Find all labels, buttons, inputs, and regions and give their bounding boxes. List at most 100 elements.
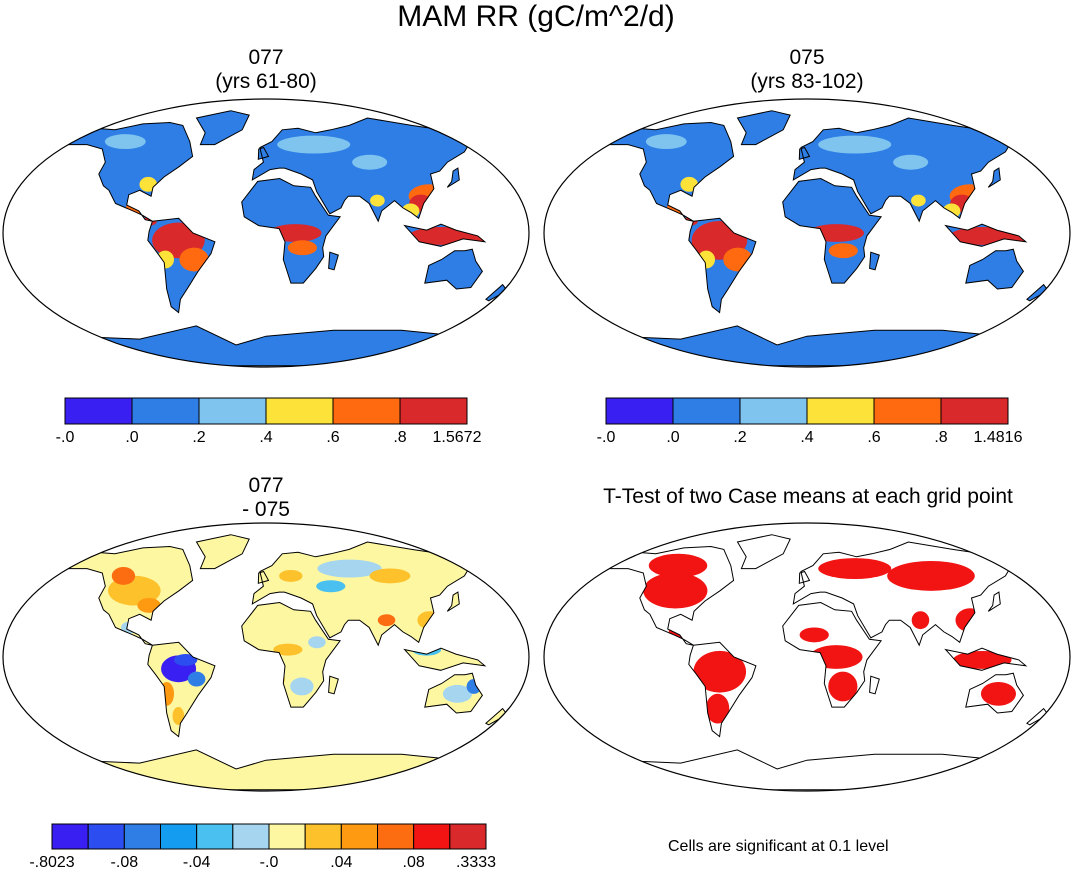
colorbar-box — [332, 397, 401, 425]
colorbar-box — [123, 823, 162, 850]
land-eurasia — [252, 542, 470, 646]
land-greenland — [737, 110, 791, 145]
colorbar-box — [131, 397, 200, 425]
coastline-australia — [965, 672, 1025, 714]
value-patch — [828, 671, 858, 702]
colorbar-box — [340, 823, 379, 850]
coastline-south-america — [688, 641, 757, 738]
value-patch — [442, 684, 473, 703]
value-patch — [316, 580, 346, 593]
coastline-africa — [241, 601, 342, 708]
colorbar-tick-label: -.08 — [110, 854, 139, 871]
land-greenland — [196, 110, 250, 145]
land-japan — [447, 168, 460, 188]
coastline-north-america — [68, 121, 194, 222]
value-patch — [648, 553, 708, 578]
coastline-greenland — [195, 110, 250, 146]
panel-title-line1: 075 — [789, 46, 825, 69]
value-patch — [643, 572, 708, 609]
value-patch — [279, 569, 303, 582]
map-panel-077 — [2, 98, 530, 368]
colorbar-box — [873, 397, 942, 425]
land-new-zealand — [485, 284, 508, 301]
value-patch — [370, 194, 385, 207]
panel-title-line1: 077 — [248, 474, 284, 497]
coastline-uk — [257, 570, 270, 584]
map-border — [2, 98, 530, 368]
colorbar-tick-label: 1.5672 — [432, 429, 482, 446]
panel-title-line2: - 075 — [242, 498, 290, 521]
map-panel-diff — [2, 522, 530, 792]
colorbar-tick-label: -.04 — [182, 854, 211, 871]
coastline-eurasia — [251, 117, 470, 223]
colorbar-075 — [605, 397, 1009, 425]
colorbar-box — [399, 397, 468, 425]
value-patch — [352, 154, 388, 170]
colorbar-tick-label: .08 — [402, 854, 425, 871]
colorbar-tick-label: .0 — [666, 429, 680, 446]
map-border — [543, 522, 1071, 792]
value-patch — [277, 135, 351, 154]
coastline-uk — [257, 146, 270, 160]
value-patch — [645, 134, 687, 150]
coastline-south-america — [147, 641, 216, 738]
colorbar-tick-label: -.0 — [55, 429, 75, 446]
panel-077-title: 077 (yrs 61-80) — [166, 46, 366, 94]
coastline-uk — [798, 570, 811, 584]
coastline-south-america — [147, 217, 216, 314]
coastline-australia — [424, 672, 484, 714]
land-australia — [424, 249, 483, 289]
colorbar-box — [806, 397, 875, 425]
colorbar-tick-label: .8 — [934, 429, 948, 446]
coastline-north-america — [68, 545, 194, 646]
colorbar-tick-label: .2 — [733, 429, 747, 446]
coastline-madagascar — [328, 675, 339, 695]
value-patch — [273, 643, 303, 656]
colorbar-box — [413, 823, 451, 850]
value-patch — [705, 693, 730, 724]
coastline-greenland — [736, 110, 791, 146]
land-antarctica — [71, 325, 461, 366]
map-border — [2, 522, 530, 792]
colorbar-tick-label: .4 — [800, 429, 814, 446]
coastline-se-asia-islands — [403, 647, 487, 671]
panel-075-title: 075 (yrs 83-102) — [707, 46, 907, 94]
panel-diff-title: 077 - 075 — [166, 474, 366, 522]
coastline-eurasia — [792, 541, 1011, 647]
land-japan — [988, 168, 1001, 188]
value-patch — [290, 677, 314, 696]
coastline-japan — [987, 591, 1001, 612]
colorbar-box — [304, 823, 342, 850]
coastline-eurasia — [251, 541, 470, 647]
coastline-eurasia — [792, 117, 1011, 223]
colorbar-box — [940, 397, 1009, 425]
coastline-africa — [782, 177, 883, 284]
coastline-south-america — [688, 217, 757, 314]
panel-title-line1: 077 — [248, 46, 284, 69]
colorbar-tick-label: .4 — [259, 429, 273, 446]
value-patch — [369, 568, 411, 584]
panel-title-line2: (yrs 83-102) — [750, 70, 864, 93]
panel-title-line2: (yrs 61-80) — [215, 70, 317, 93]
land-madagascar — [328, 252, 339, 270]
colorbar-box — [87, 823, 125, 850]
colorbar-tick-label: -.8023 — [29, 854, 75, 871]
value-patch — [187, 671, 206, 687]
land-new-zealand — [1026, 284, 1049, 301]
value-patch — [887, 561, 975, 591]
colorbar-box — [232, 823, 270, 850]
colorbar-box — [377, 823, 415, 850]
colorbar-box — [51, 823, 89, 850]
colorbar-tick-label: .04 — [330, 854, 353, 871]
value-patch — [911, 194, 926, 207]
land-north-america — [610, 122, 734, 222]
coastline-japan — [446, 167, 460, 188]
coastline-se-asia-islands — [944, 647, 1028, 671]
colorbar-diff — [51, 823, 487, 850]
colorbar-box — [739, 397, 808, 425]
colorbar-tick-label: .8 — [393, 429, 407, 446]
ttest-note: Cells are significant at 0.1 level — [668, 838, 889, 855]
land-japan — [447, 592, 460, 612]
value-patch — [818, 135, 892, 154]
coastline-madagascar — [869, 675, 880, 695]
